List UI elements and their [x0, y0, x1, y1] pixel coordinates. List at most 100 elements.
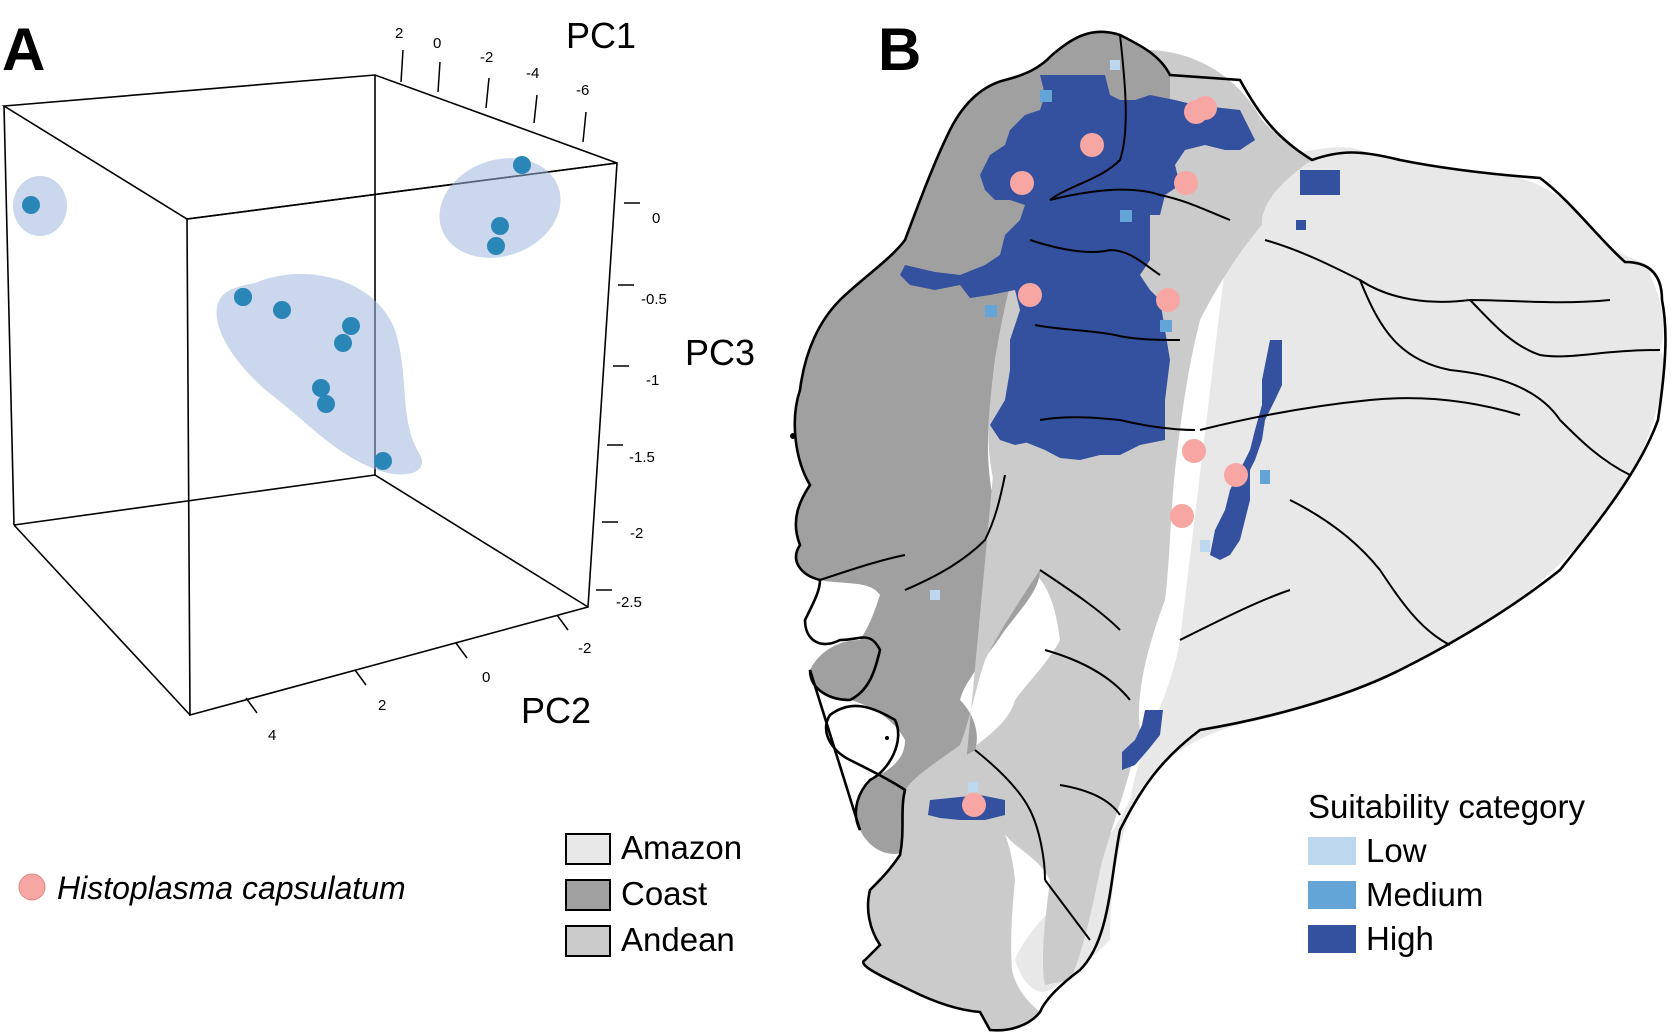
suitability-medium-cell	[1120, 210, 1132, 222]
pc2-axis-title: PC2	[521, 690, 591, 731]
province-boundary	[1049, 34, 1127, 201]
pc3-tick-label: -0.5	[641, 291, 667, 308]
occurrence-marker	[1174, 171, 1198, 195]
province-boundary	[1039, 569, 1121, 631]
occurrence-marker	[1182, 439, 1206, 463]
suitability-medium-cell	[985, 305, 997, 317]
occurrence-markers	[962, 96, 1248, 817]
suitability-medium-cell	[1160, 320, 1172, 332]
suitability-low-cell	[1200, 540, 1210, 552]
suitability-high-east-spot	[1300, 170, 1340, 195]
pc3-axis-title: PC3	[685, 332, 755, 373]
suitability-low-cell	[930, 590, 940, 600]
cube-edge-bottom-left	[13, 524, 191, 716]
province-boundary	[1264, 239, 1611, 304]
pc3-tick-label: -2	[630, 525, 643, 542]
suitability-legend: Suitability category Low Medium High	[1308, 788, 1585, 957]
province-boundary	[1034, 324, 1181, 341]
pca-occurrence-point	[234, 288, 252, 306]
species-legend: Histoplasma capsulatum	[18, 870, 406, 906]
density-cloud-central	[216, 274, 422, 475]
pc2-tick-label: -2	[578, 640, 591, 657]
province-boundary	[1044, 649, 1131, 701]
suitability-legend-label-medium: Medium	[1366, 876, 1483, 913]
pc1-tick-label: 0	[433, 35, 441, 52]
region-legend-swatch-amazon	[565, 833, 611, 865]
province-boundary	[974, 749, 1046, 881]
suitability-high-central	[1000, 380, 1080, 445]
suitability-medium-cell	[1040, 90, 1052, 102]
suitability-high-east-dot	[1296, 220, 1306, 230]
province-boundary	[904, 474, 1006, 591]
region-legend-label-amazon: Amazon	[621, 829, 742, 866]
province-boundary	[1059, 784, 1121, 816]
cube-hidden-edge-right	[374, 474, 589, 608]
suitability-legend-swatch-high	[1308, 925, 1356, 953]
suitability-high-east-strip	[1210, 340, 1282, 560]
cube-edge-left	[3, 105, 15, 526]
pc2-tick-mark	[556, 614, 569, 631]
panel-b-letter: B	[878, 16, 921, 83]
suitability-high-north	[900, 75, 1255, 460]
occurrence-marker	[1080, 133, 1104, 157]
pca-occurrence-point	[342, 317, 360, 335]
region-coast	[794, 31, 1170, 854]
region-legend-swatch-andean	[565, 925, 611, 957]
province-boundary	[1049, 188, 1231, 221]
region-legend-label-andean: Andean	[621, 921, 735, 958]
pca-occurrence-point	[273, 301, 291, 319]
province-boundary	[1044, 879, 1091, 941]
province-boundary	[1179, 589, 1291, 641]
occurrence-marker	[1010, 171, 1034, 195]
occurrence-marker	[1018, 283, 1042, 307]
province-boundary	[1289, 499, 1451, 646]
pc1-tick-label: -6	[576, 82, 589, 99]
province-boundary	[1359, 279, 1631, 476]
pc3-tick-label: -2.5	[616, 594, 642, 611]
pc1-tick-mark	[582, 111, 587, 143]
cube-hidden-edge-left	[13, 474, 376, 526]
suitability-legend-label-low: Low	[1366, 832, 1427, 869]
pc3-tick-label: -1	[646, 372, 659, 389]
suitability-medium-cell	[1260, 470, 1270, 484]
suitability-low-cell	[968, 782, 978, 792]
pc3-axis: PC3 0 -0.5 -1 -1.5 -2 -2.5	[596, 202, 755, 611]
pc2-axis: PC2 4 2 0 -2	[245, 614, 591, 744]
occurrence-marker	[1224, 463, 1248, 487]
pc3-tick-label: -1.5	[629, 449, 655, 466]
province-boundary	[819, 554, 906, 581]
pc1-tick-label: -2	[480, 49, 493, 66]
province-boundary	[1469, 299, 1661, 358]
occurrence-marker	[1193, 96, 1217, 120]
suitability-high-south	[1122, 710, 1163, 770]
region-amazon	[1015, 147, 1666, 992]
pc2-tick-label: 0	[482, 669, 490, 686]
occurrence-marker	[962, 793, 986, 817]
islet	[885, 736, 889, 740]
panel-a-letter: A	[2, 16, 45, 83]
suitability-legend-swatch-low	[1308, 837, 1356, 865]
pca-occurrence-point	[491, 217, 509, 235]
suitability-low-cell	[1110, 60, 1120, 70]
suitability-layer	[900, 60, 1340, 820]
density-cloud-far-left	[13, 176, 67, 236]
species-legend-label: Histoplasma capsulatum	[57, 870, 406, 906]
occurrence-marker	[1170, 504, 1194, 528]
occurrence-marker	[1156, 288, 1180, 312]
panel-a: A PC1 2 0 -2	[1, 15, 755, 744]
region-legend-label-coast: Coast	[621, 875, 707, 912]
pc1-tick-mark	[485, 77, 490, 109]
pca-occurrence-point	[374, 452, 392, 470]
pc1-tick-label: -4	[526, 65, 539, 82]
density-clouds	[13, 158, 561, 475]
puna-island	[912, 663, 961, 713]
pc1-tick-label: 2	[395, 25, 403, 42]
pc1-axis-title: PC1	[566, 15, 636, 56]
ecuador-map	[790, 30, 1667, 1032]
country-outline	[793, 30, 1667, 1032]
panel-b: B	[565, 16, 1667, 1032]
region-andean	[895, 50, 1312, 985]
density-cloud-upper-right	[439, 158, 561, 258]
region-legend: Amazon Coast Andean	[565, 829, 742, 958]
